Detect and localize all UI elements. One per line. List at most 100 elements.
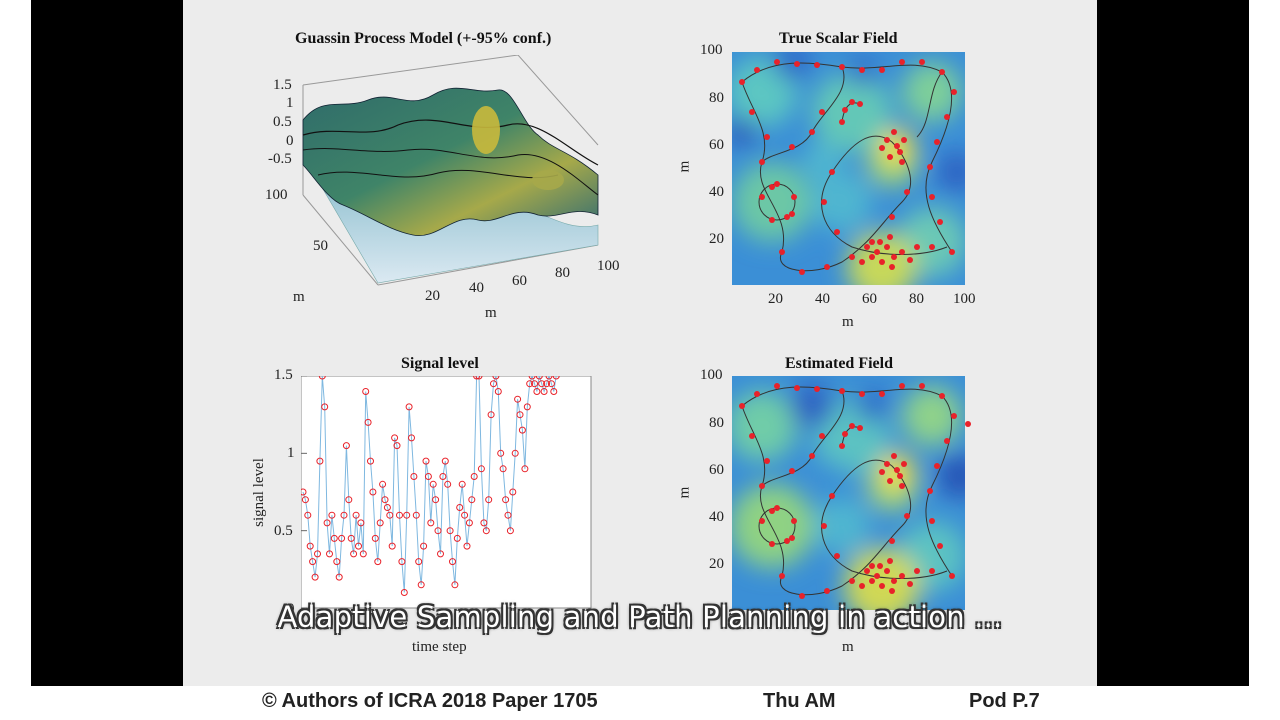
true-field-xtick: 40 [815, 291, 830, 307]
signal-data-point [326, 550, 333, 558]
signal-data-point [432, 496, 440, 504]
gp-ztick: 0 [286, 133, 294, 149]
signal-data-point [314, 550, 321, 558]
est-field-ytick: 20 [709, 556, 724, 572]
signal-data-point [362, 388, 370, 395]
signal-data-point [521, 465, 529, 473]
signal-data-point [342, 442, 350, 450]
signal-ytick: 0.5 [274, 523, 293, 539]
signal-level-chart [301, 376, 592, 609]
est-field-ytick: 80 [709, 415, 724, 431]
signal-data-point [458, 480, 466, 488]
signal-data-point [547, 380, 555, 388]
signal-data-point [434, 527, 442, 535]
signal-data-point [470, 473, 478, 480]
signal-data-point [461, 511, 469, 519]
signal-data-point [391, 434, 399, 442]
signal-data-point [485, 496, 493, 504]
est-field-ytick: 100 [700, 367, 723, 383]
signal-data-point [502, 496, 510, 504]
signal-data-point [545, 376, 553, 380]
true-field-ytick: 100 [700, 42, 723, 58]
signal-data-point [301, 496, 309, 504]
signal-data-point [449, 558, 456, 566]
signal-data-point [465, 519, 473, 527]
true-field-xtick: 60 [862, 291, 877, 307]
true-field-ylabel: m [676, 160, 693, 173]
signal-data-point [550, 388, 558, 395]
signal-data-point [328, 511, 336, 519]
true-field-xtick: 80 [909, 291, 924, 307]
signal-data-point [301, 488, 307, 496]
footer-pod: Pod P.7 [969, 690, 1040, 712]
signal-data-point [381, 496, 389, 504]
signal-data-point [490, 380, 497, 388]
estimated-field-heatmap [732, 376, 971, 610]
signal-data-point [393, 442, 401, 450]
signal-data-point [552, 376, 560, 380]
signal-xlabel: time step [412, 639, 467, 655]
signal-data-point [340, 511, 348, 519]
signal-data-point [374, 558, 382, 566]
signal-data-point [540, 388, 548, 395]
true-field-title: True Scalar Field [779, 30, 898, 47]
signal-data-point [511, 449, 519, 457]
signal-series-line [302, 376, 557, 593]
signal-data-point [396, 511, 403, 519]
signal-data-point [504, 511, 512, 519]
signal-data-point [480, 519, 488, 527]
signal-data-point [333, 558, 341, 566]
signal-data-point [535, 376, 543, 380]
signal-data-point [318, 376, 326, 380]
signal-data-point [497, 449, 505, 457]
gp-ytick: 100 [265, 187, 288, 203]
signal-data-point [453, 534, 461, 542]
signal-title: Signal level [401, 355, 479, 372]
signal-data-point [494, 388, 502, 395]
signal-data-point [412, 511, 420, 519]
signal-data-point [388, 542, 396, 550]
signal-data-point [420, 542, 428, 550]
signal-data-point [424, 473, 432, 480]
signal-data-point [422, 457, 430, 465]
est-field-ylabel: m [676, 486, 693, 499]
signal-data-point [369, 488, 377, 496]
signal-data-point [309, 558, 317, 566]
signal-data-point [400, 589, 408, 596]
signal-data-point [456, 504, 464, 511]
est-field-title: Estimated Field [785, 355, 893, 372]
signal-data-point [516, 411, 524, 419]
signal-data-point [506, 527, 514, 535]
signal-data-point [463, 542, 471, 550]
signal-data-point [321, 403, 329, 411]
gp-xlabel: m [485, 305, 497, 321]
signal-data-point [355, 542, 362, 550]
signal-data-point [533, 388, 541, 395]
true-field-ytick: 40 [709, 184, 724, 200]
gp-ztick: 1.5 [273, 77, 292, 93]
signal-plot-area [301, 376, 592, 609]
signal-data-point [379, 480, 387, 488]
signal-data-point [338, 534, 346, 542]
signal-data-point [477, 465, 485, 473]
signal-data-point [347, 534, 355, 542]
signal-data-point [405, 403, 413, 411]
gp-ztick: 0.5 [273, 114, 292, 130]
gp-xtick: 40 [469, 280, 484, 296]
gp-xtick: 20 [425, 288, 440, 304]
signal-data-point [398, 558, 406, 566]
signal-ylabel: signal level [250, 458, 267, 527]
signal-data-point [357, 519, 365, 527]
signal-data-point [376, 519, 384, 527]
signal-data-point [499, 465, 507, 473]
true-field-ytick: 80 [709, 90, 724, 106]
signal-data-point [468, 496, 476, 504]
signal-data-point [417, 581, 425, 589]
signal-data-point [446, 527, 454, 535]
video-caption: Adaptive Sampling and Path Planning in a… [277, 600, 1003, 634]
est-field-ytick: 60 [709, 462, 724, 478]
signal-data-point [429, 480, 437, 488]
signal-data-point [306, 542, 314, 550]
signal-data-point [304, 511, 312, 519]
signal-data-point [350, 550, 358, 558]
